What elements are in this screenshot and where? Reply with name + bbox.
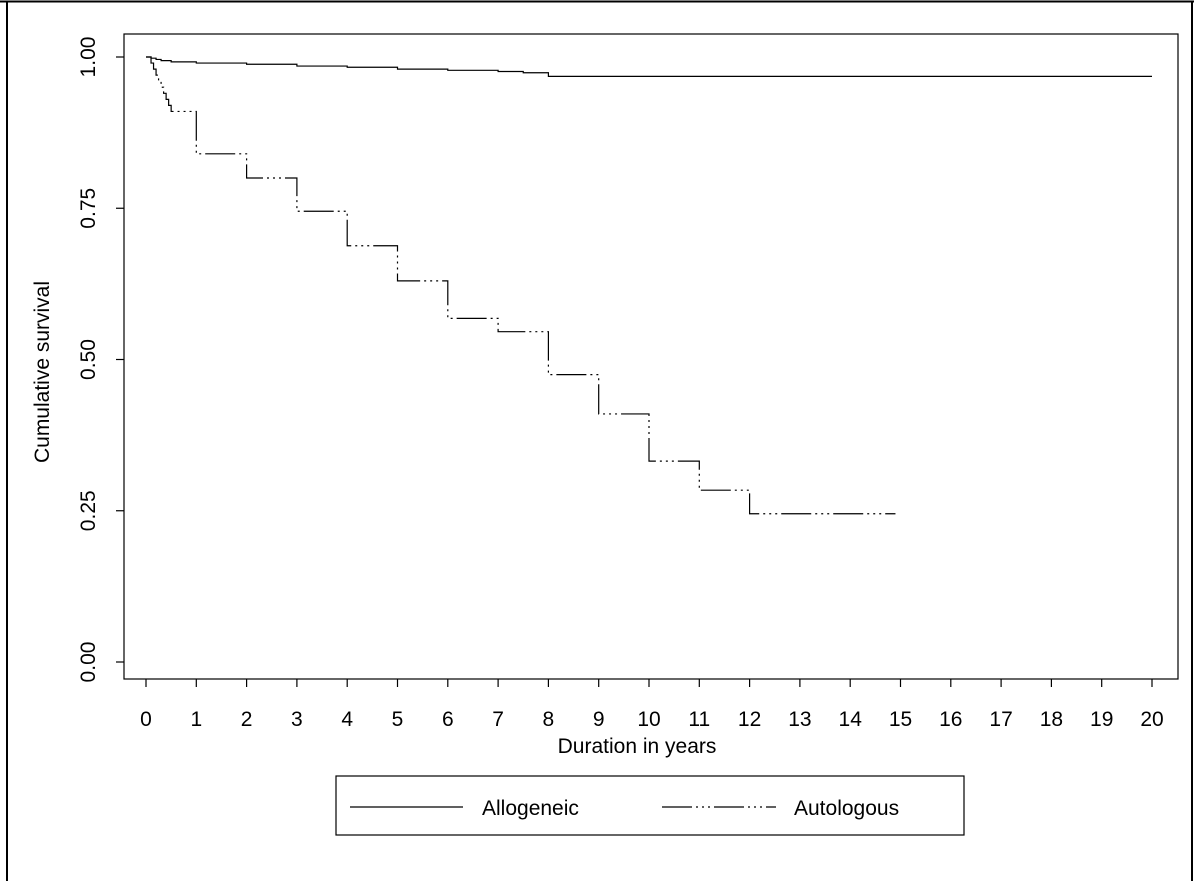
x-tick-label: 15 bbox=[889, 708, 912, 731]
x-tick-label: 6 bbox=[442, 708, 454, 731]
x-tick-label: 2 bbox=[241, 708, 253, 731]
x-tick-label: 18 bbox=[1040, 708, 1063, 731]
x-tick-label: 19 bbox=[1090, 708, 1113, 731]
series-line-allogeneic bbox=[146, 56, 1152, 77]
x-axis-label: Duration in years bbox=[558, 735, 717, 758]
x-tick-label: 17 bbox=[989, 708, 1012, 731]
plot-area-border bbox=[123, 33, 1179, 680]
y-tick-label: 0.25 bbox=[77, 490, 100, 531]
x-tick-label: 10 bbox=[637, 708, 660, 731]
x-tick-label: 12 bbox=[738, 708, 761, 731]
y-tick-label: 0.75 bbox=[77, 188, 100, 229]
x-tick-label: 16 bbox=[939, 708, 962, 731]
y-tick-label: 0.50 bbox=[77, 339, 100, 380]
series-layer bbox=[146, 56, 1152, 515]
x-tick-label: 14 bbox=[839, 708, 863, 731]
x-tick-label: 3 bbox=[291, 708, 303, 731]
x-tick-label: 20 bbox=[1140, 708, 1163, 731]
legend-label-allogeneic: Allogeneic bbox=[482, 797, 579, 820]
x-tick-label: 7 bbox=[492, 708, 504, 731]
x-tick-label: 11 bbox=[688, 708, 710, 731]
x-tick-label: 5 bbox=[392, 708, 404, 731]
series-line-autologous bbox=[146, 56, 896, 515]
legend-box bbox=[335, 775, 965, 836]
x-tick-label: 4 bbox=[341, 708, 353, 731]
legend: Allogeneic Autologous bbox=[335, 775, 965, 836]
y-axis: 0.00 0.25 0.50 0.75 1.00 bbox=[77, 37, 124, 683]
x-tick-label: 13 bbox=[788, 708, 811, 731]
y-axis-label: Cumulative survival bbox=[31, 281, 54, 463]
legend-label-autologous: Autologous bbox=[794, 797, 899, 820]
x-tick-label: 1 bbox=[190, 708, 202, 731]
y-tick-label: 1.00 bbox=[77, 37, 100, 78]
y-tick-label: 0.00 bbox=[77, 642, 100, 683]
x-tick-label: 0 bbox=[140, 708, 152, 731]
x-tick-label: 9 bbox=[593, 708, 605, 731]
x-tick-label: 8 bbox=[543, 708, 555, 731]
x-axis: 0 1 2 3 4 5 6 7 8 9 10 11 12 13 14 15 16 17 18 19 20 bbox=[140, 679, 1164, 731]
